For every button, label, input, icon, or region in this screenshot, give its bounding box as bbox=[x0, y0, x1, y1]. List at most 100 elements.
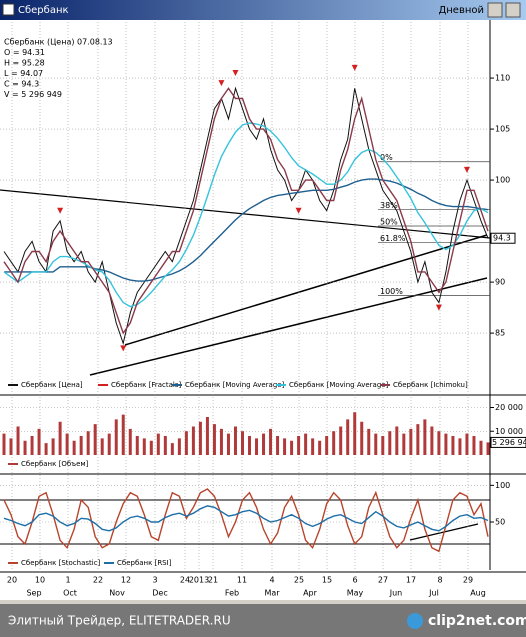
window-icon bbox=[2, 3, 15, 16]
volume-bar bbox=[79, 436, 83, 455]
day-label: 6 bbox=[352, 576, 357, 585]
legend-label: Сбербанк [RSI] bbox=[117, 559, 172, 567]
volume-bar bbox=[23, 440, 27, 455]
last-value-box bbox=[490, 436, 526, 448]
day-label: 17 bbox=[406, 576, 416, 585]
volume-bar bbox=[360, 421, 364, 455]
volume-bar bbox=[423, 419, 427, 455]
volume-bar bbox=[128, 428, 132, 455]
volume-bar bbox=[304, 433, 308, 455]
volume-bar bbox=[325, 436, 329, 455]
volume-bar bbox=[100, 438, 104, 455]
volume-bar bbox=[142, 438, 146, 455]
volume-bar bbox=[409, 428, 413, 455]
day-label: 22 bbox=[93, 576, 103, 585]
logo-icon bbox=[407, 613, 423, 629]
volume-bar bbox=[51, 438, 55, 455]
month-label: Sep bbox=[26, 589, 41, 598]
volume-bar bbox=[255, 438, 259, 455]
y-tick-label: 100 bbox=[495, 176, 510, 185]
volume-bar bbox=[262, 433, 266, 455]
month-label: Dec bbox=[152, 589, 167, 598]
day-label: 8 bbox=[437, 576, 442, 585]
volume-bar bbox=[233, 426, 237, 455]
y-tick-label: 50 bbox=[495, 518, 505, 527]
last-value-label: 5 296 949 bbox=[492, 438, 526, 447]
day-label: 3 bbox=[152, 576, 157, 585]
info-line: O = 94.31 bbox=[4, 48, 45, 57]
volume-bar bbox=[44, 443, 48, 455]
volume-bar bbox=[486, 442, 490, 455]
timeframe-tab[interactable]: Дневной bbox=[438, 5, 484, 16]
volume-bar bbox=[16, 426, 20, 455]
info-line: H = 95.28 bbox=[4, 59, 45, 68]
day-label: 25 bbox=[294, 576, 304, 585]
info-line: L = 94.07 bbox=[4, 69, 43, 78]
volume-bar bbox=[184, 431, 188, 455]
y-tick-label: 10 000 000 bbox=[495, 427, 526, 436]
fib-label: 100% bbox=[380, 287, 403, 296]
volume-bar bbox=[332, 431, 336, 455]
volume-bar bbox=[212, 424, 216, 455]
volume-bar bbox=[395, 426, 399, 455]
legend-label: Сбербанк [Ichimoku] bbox=[393, 381, 468, 389]
fractal bbox=[232, 69, 239, 76]
month-label: Feb bbox=[225, 589, 239, 598]
series-line bbox=[3, 505, 489, 532]
day-label: 15 bbox=[322, 576, 332, 585]
title-bar bbox=[0, 0, 526, 20]
day-label: 4 bbox=[269, 576, 274, 585]
volume-bar bbox=[269, 428, 273, 455]
info-line: Сбербанк (Цена) 07.08.13 bbox=[4, 38, 113, 47]
day-label: 10 bbox=[35, 576, 45, 585]
volume-bar bbox=[163, 436, 167, 455]
volume-bar bbox=[226, 433, 230, 455]
volume-bar bbox=[72, 440, 76, 455]
volume-bar bbox=[290, 440, 294, 455]
volume-bar bbox=[367, 428, 371, 455]
y-tick-label: 20 000 000 bbox=[495, 403, 526, 412]
trend-line bbox=[89, 277, 488, 376]
series-line bbox=[3, 87, 489, 335]
footer-text: Элитный Трейдер, ELITETRADER.RU bbox=[8, 614, 231, 628]
volume-bar bbox=[205, 417, 209, 455]
volume-bar bbox=[2, 433, 6, 455]
volume-bar bbox=[58, 421, 62, 455]
volume-bar bbox=[388, 431, 392, 455]
close-button[interactable] bbox=[505, 2, 521, 18]
info-line: C = 94.3 bbox=[4, 80, 39, 89]
legend-label: Сбербанк [Fractals] bbox=[111, 381, 181, 389]
y-tick-label: 110 bbox=[495, 74, 510, 83]
month-label: May bbox=[347, 589, 364, 598]
volume-bar bbox=[283, 438, 287, 455]
volume-bar bbox=[191, 426, 195, 455]
volume-bar bbox=[170, 443, 174, 455]
legend-label: Сбербанк [Stochastic] bbox=[21, 559, 101, 567]
volume-bar bbox=[402, 433, 406, 455]
volume-bar bbox=[318, 440, 322, 455]
legend-label: Сбербанк [Объем] bbox=[21, 460, 89, 468]
info-line: V = 5 296 949 bbox=[4, 90, 62, 99]
last-price-box bbox=[490, 232, 516, 244]
day-label: 11 bbox=[237, 576, 247, 585]
trend-line bbox=[0, 189, 491, 239]
month-label: Jun bbox=[389, 589, 403, 598]
volume-bar bbox=[374, 433, 378, 455]
series-line bbox=[3, 488, 489, 553]
series-line bbox=[3, 122, 489, 308]
fib-label: 0% bbox=[380, 153, 393, 162]
volume-bar bbox=[479, 440, 483, 455]
volume-bar bbox=[65, 433, 69, 455]
volume-bar bbox=[107, 433, 111, 455]
minimize-button[interactable] bbox=[487, 2, 503, 18]
volume-bar bbox=[121, 414, 125, 455]
volume-bar bbox=[437, 431, 441, 455]
volume-bar bbox=[30, 436, 34, 455]
fib-label: 61.8% bbox=[380, 234, 406, 243]
volume-bar bbox=[198, 421, 202, 455]
fib-label: 50% bbox=[380, 217, 398, 226]
month-label: Mar bbox=[264, 589, 280, 598]
y-tick-label: 100 bbox=[495, 481, 510, 490]
day-label: 20 bbox=[7, 576, 17, 585]
